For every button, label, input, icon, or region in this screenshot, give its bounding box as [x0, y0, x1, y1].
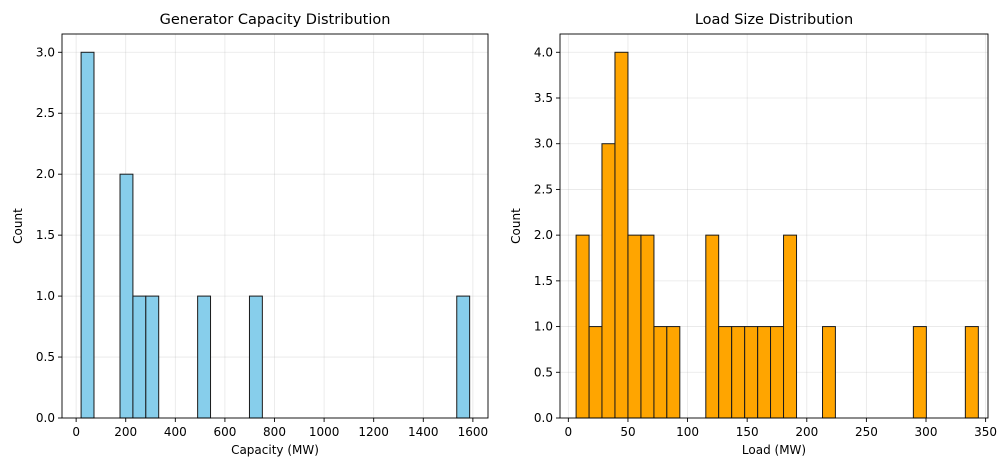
bars [80, 51, 471, 419]
x-tick-label: 400 [164, 425, 187, 439]
histogram-bar [718, 326, 733, 419]
histogram-bar [601, 143, 616, 419]
x-tick-label: 1200 [358, 425, 389, 439]
y-tick-label: 2.0 [534, 228, 553, 242]
y-tick-label: 4.0 [534, 45, 553, 59]
histogram-bar [744, 326, 759, 419]
x-tick-label: 350 [974, 425, 997, 439]
y-tick-label: 2.5 [36, 106, 55, 120]
chart-title: Generator Capacity Distribution [160, 12, 391, 28]
x-tick-label: 800 [263, 425, 286, 439]
y-tick-label: 1.0 [534, 320, 553, 334]
histogram-bar [119, 173, 134, 419]
generator-capacity-histogram: Generator Capacity Distribution Capacity… [11, 12, 489, 457]
y-axis-label: Count [11, 208, 25, 244]
histogram-bar [783, 234, 798, 419]
x-tick-label: 600 [213, 425, 236, 439]
x-tick-label: 200 [795, 425, 818, 439]
histogram-bar [964, 326, 979, 419]
histogram-bar [731, 326, 746, 419]
x-tick-label: 1600 [458, 425, 489, 439]
y-ticks: 0.0 0.5 1.0 1.5 2.0 2.5 3.0 [36, 45, 62, 425]
y-tick-label: 3.0 [534, 137, 553, 151]
histogram-bar [248, 295, 263, 419]
histogram-bar [822, 326, 836, 419]
y-tick-label: 0.0 [36, 411, 55, 425]
x-tick-label: 250 [855, 425, 878, 439]
y-tick-label: 3.0 [36, 45, 55, 59]
axes-frame [559, 33, 989, 419]
x-axis-label: Capacity (MW) [231, 443, 319, 457]
histogram-bar [614, 51, 629, 419]
x-tick-label: 200 [114, 425, 137, 439]
y-tick-label: 0.0 [534, 411, 553, 425]
histogram-bar [197, 295, 212, 419]
x-tick-label: 1000 [309, 425, 340, 439]
x-tick-label: 1400 [408, 425, 439, 439]
x-ticks: 0 200 400 600 800 1000 1200 1400 1600 [72, 418, 488, 439]
histogram-bar [145, 295, 160, 419]
y-tick-label: 3.5 [534, 91, 553, 105]
x-tick-label: 50 [620, 425, 635, 439]
histogram-bar [627, 234, 642, 419]
x-axis-label: Load (MW) [742, 443, 806, 457]
y-tick-label: 2.5 [534, 182, 553, 196]
y-axis-label: Count [509, 208, 523, 244]
histogram-bar [575, 234, 590, 419]
histogram-bar [705, 234, 720, 419]
y-tick-label: 0.5 [36, 350, 55, 364]
histogram-bar [640, 234, 655, 419]
x-tick-label: 0 [72, 425, 80, 439]
y-tick-label: 2.0 [36, 167, 55, 181]
x-tick-label: 0 [565, 425, 573, 439]
axes-frame [61, 33, 489, 419]
x-tick-label: 150 [736, 425, 759, 439]
histogram-bar [588, 326, 603, 419]
y-ticks: 0.0 0.5 1.0 1.5 2.0 2.5 3.0 3.5 4.0 [534, 45, 560, 425]
histogram-bar [132, 295, 147, 419]
y-tick-label: 0.5 [534, 365, 553, 379]
histogram-bar [666, 326, 681, 419]
histogram-bar [80, 51, 95, 419]
chart-title: Load Size Distribution [695, 12, 853, 28]
histogram-bar [912, 326, 927, 419]
y-tick-label: 1.5 [36, 228, 55, 242]
histogram-bar [653, 326, 668, 419]
histogram-bar [770, 326, 785, 419]
x-tick-label: 100 [676, 425, 699, 439]
x-ticks: 0 50 100 150 200 250 300 350 [565, 418, 997, 439]
y-tick-label: 1.5 [534, 274, 553, 288]
load-size-histogram: Load Size Distribution Load (MW) Count 0… [509, 12, 997, 457]
x-tick-label: 300 [915, 425, 938, 439]
y-tick-label: 1.0 [36, 289, 55, 303]
histogram-bar [757, 326, 772, 419]
histogram-bar [456, 295, 471, 419]
